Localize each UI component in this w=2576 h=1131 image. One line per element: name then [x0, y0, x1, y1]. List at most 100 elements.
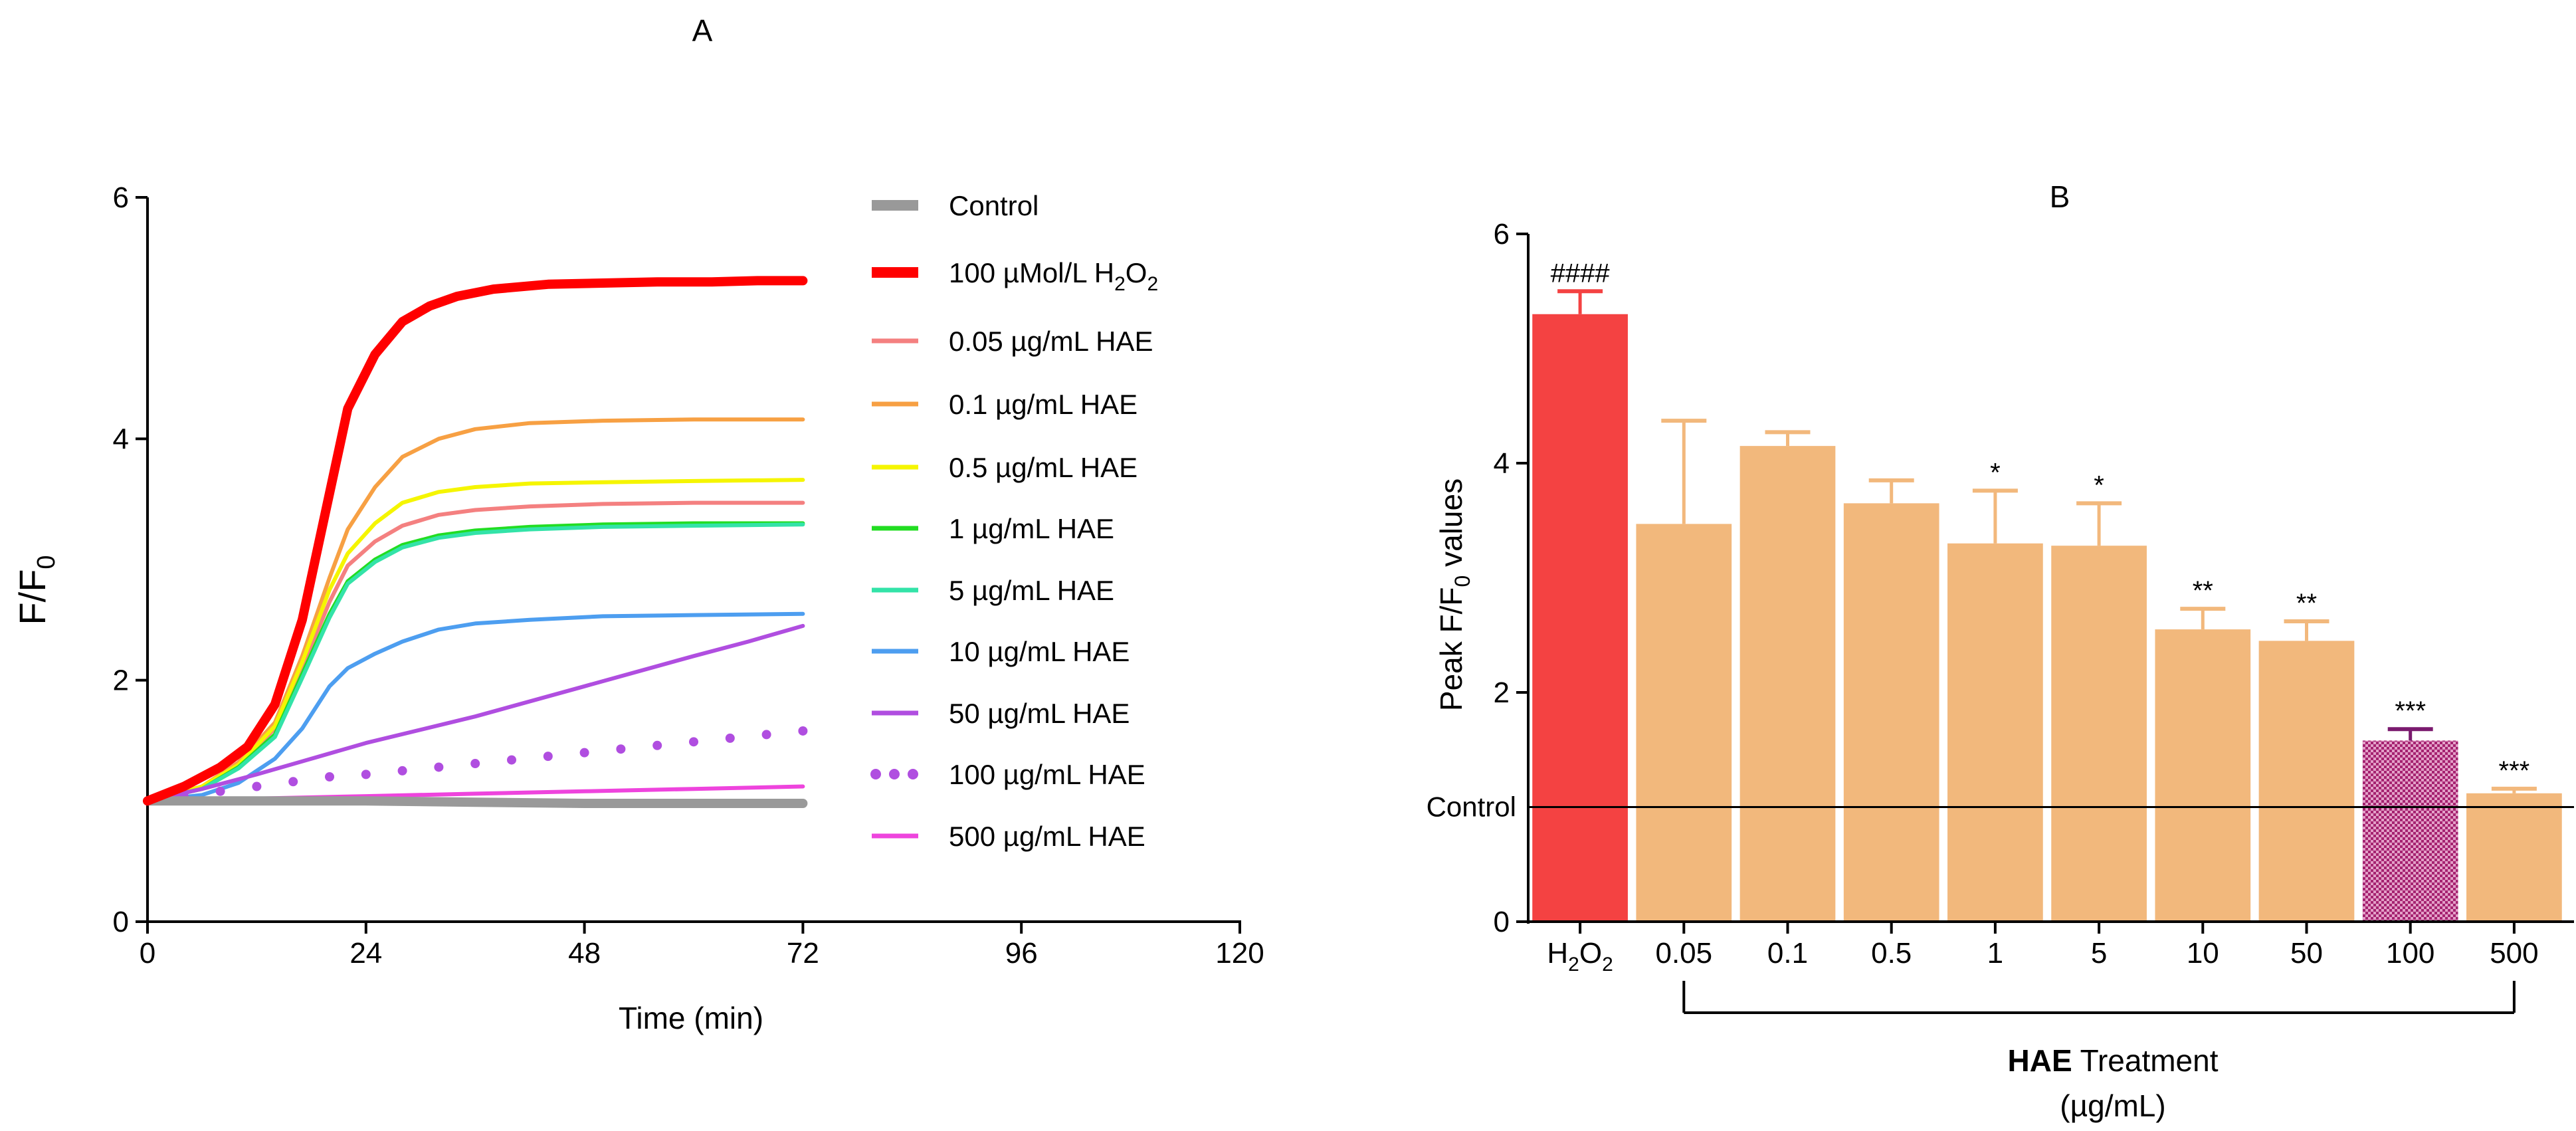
series-100-g-ml-hae-point [652, 740, 662, 750]
legend-100-g-ml-hae-label: 100 µg/mL HAE [949, 759, 1145, 790]
bar-500-significance: *** [2499, 756, 2530, 785]
series-100-g-ml-hae-point [397, 766, 407, 775]
panel-b-y-tick-label: 2 [1494, 676, 1510, 709]
panel-a-x-axis-label: Time (min) [619, 1001, 763, 1035]
series-100-g-ml-hae-point [434, 762, 444, 772]
legend-500-g-ml-hae-label: 500 µg/mL HAE [949, 821, 1145, 852]
panel-b-x-tick-label-5: 5 [2091, 937, 2107, 970]
panel-b-x-tick-label-500: 500 [2490, 937, 2538, 970]
panel-a-y-tick-label: 4 [113, 423, 129, 455]
series-100-g-ml-hae-point [325, 772, 334, 781]
series-100-g-ml-hae-point [543, 752, 553, 762]
legend-100-g-ml-hae-swatch-dot [908, 769, 918, 779]
panel-a-y-axis-label: F/F0 [11, 555, 60, 625]
panel-b-x-tick-label-h2o2-part-0: H [1547, 937, 1568, 970]
bar-5 [2051, 546, 2147, 922]
bar-500 [2466, 793, 2562, 922]
bar-0-5 [1843, 503, 1939, 922]
panel-a-x-tick-label: 48 [568, 937, 601, 970]
legend-0-05-g-ml-hae-label: 0.05 µg/mL HAE [949, 326, 1153, 357]
series-control-line [143, 796, 808, 808]
series-100-g-ml-hae-point [689, 737, 698, 747]
panel-b-title: B [2050, 179, 2070, 214]
panel-a-y-label-sub: 0 [33, 555, 60, 569]
bar-h-o-significance: #### [1551, 258, 1611, 288]
bar-10 [2155, 629, 2251, 922]
series-50-g-ml-hae-line [146, 623, 805, 803]
panel-a-title: A [692, 13, 713, 48]
panel-a-x-tick-label: 96 [1005, 937, 1038, 970]
bar-50-significance: ** [2296, 589, 2317, 618]
panel-a-y-label-main: F/F [11, 569, 53, 625]
legend-100-mol-l-h-o-label-part-1: 2 [1114, 273, 1126, 295]
panel-b-y-tick-label: 4 [1494, 447, 1510, 480]
bar-5-significance: * [2094, 470, 2104, 500]
panel-b-x-tick-label-10: 10 [2187, 937, 2219, 970]
bar-1 [1947, 543, 2043, 922]
panel-b-y-label-pre: Peak F/F [1434, 587, 1468, 711]
series-100-g-ml-hae-point [798, 726, 808, 736]
panel-b-y-tick-label: 0 [1494, 906, 1510, 938]
panel-a-y-tick-label: 0 [113, 906, 129, 938]
panel-b-bar-chart: B Peak F/F0 values ####* *** ******** Cont… [1427, 179, 2574, 1123]
legend-100-g-ml-hae-swatch-dot [889, 769, 900, 779]
panel-b-group-label-rest: Treatment [2072, 1043, 2219, 1078]
series-100-g-ml-hae-point [215, 786, 225, 796]
legend-10-g-ml-hae-label: 10 µg/mL HAE [949, 636, 1130, 667]
panel-a-series [143, 276, 808, 808]
legend-control-label: Control [949, 190, 1039, 221]
series-100-g-ml-hae-point [761, 730, 771, 740]
legend-100-mol-l-h-o-label-part-2: O [1126, 257, 1147, 288]
bar-100 [2362, 740, 2458, 922]
panel-a-y-tick-label: 2 [113, 665, 129, 697]
series-100-g-ml-hae-point [252, 781, 262, 791]
bar-1-significance: * [1990, 458, 2001, 487]
panel-a-x-tick-label: 24 [349, 937, 382, 970]
panel-b-x-tick-label-h2o2-part-1: 2 [1568, 954, 1579, 976]
panel-b-group-label-bold: HAE [2008, 1043, 2072, 1078]
legend-5-g-ml-hae-label: 5 µg/mL HAE [949, 575, 1114, 606]
bar-10-significance: ** [2193, 576, 2213, 605]
legend-100-mol-l-h-o-label-part-3: 2 [1147, 273, 1158, 295]
panel-a-x-tick-label: 72 [787, 937, 819, 970]
bar-50 [2258, 641, 2355, 922]
panel-a-y-tick-label: 6 [113, 181, 129, 214]
legend-100-g-ml-hae-swatch-dot [870, 769, 881, 779]
panel-b-x-tick-label-h2o2-part-2: O [1579, 937, 1602, 970]
legend-100-mol-l-h-o-label-part-0: 100 µMol/L H [949, 257, 1114, 288]
panel-b-y-tick-label: 6 [1494, 218, 1510, 251]
series-10-g-ml-hae-line [146, 611, 805, 803]
panel-b-group-label: HAE Treatment [2008, 1043, 2219, 1078]
legend-0-1-g-ml-hae-label: 0.1 µg/mL HAE [949, 389, 1138, 420]
panel-b-x-tick-label-h-o: H2O2 [1547, 937, 1613, 976]
panel-b-x-tick-label-h2o2-part-3: 2 [1602, 954, 1613, 976]
series-100-g-ml-hae-point [725, 733, 735, 743]
series-100-mol-l-h-o-line [143, 276, 808, 806]
bar-0-05 [1636, 524, 1732, 922]
series-100-g-ml-hae-point [361, 770, 371, 779]
panel-b-bars: ####* *** ******** [1532, 258, 2562, 922]
panel-b-x-tick-label-1: 1 [1987, 937, 2003, 970]
panel-b-x-tick-label-0-5: 0.5 [1871, 937, 1912, 970]
panel-b-x-tick-label-0-05: 0.05 [1655, 937, 1712, 970]
panel-b-y-axis-label: Peak F/F0 values [1434, 478, 1474, 711]
bar-100-significance: *** [2395, 696, 2426, 726]
panel-b-y-label-post: values [1434, 478, 1468, 575]
series-5-g-ml-hae-line [146, 522, 805, 803]
bar-h-o [1532, 314, 1628, 922]
series-100-g-ml-hae-point [470, 759, 480, 769]
control-reference-label: Control [1427, 791, 1516, 823]
panel-a-x-tick-label: 120 [1215, 937, 1264, 970]
series-100-g-ml-hae-point [579, 748, 589, 758]
panel-b-x-tick-label-50: 50 [2290, 937, 2323, 970]
series-100-g-ml-hae-point [616, 744, 626, 754]
series-0-5-g-ml-hae-line [146, 478, 805, 803]
series-100-g-ml-hae-point [507, 755, 516, 765]
legend-100-mol-l-h-o-label: 100 µMol/L H2O2 [949, 257, 1158, 295]
panel-b-group-bracket [1682, 981, 2516, 1014]
